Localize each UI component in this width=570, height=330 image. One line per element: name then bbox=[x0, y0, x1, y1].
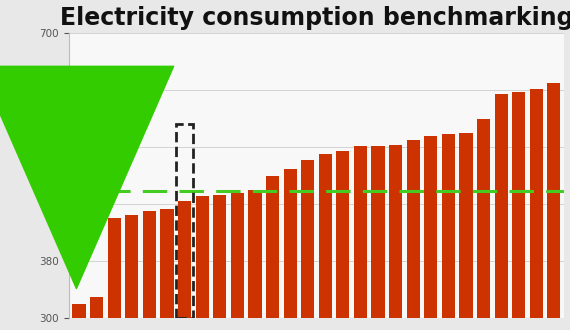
Bar bbox=[301, 160, 314, 330]
Bar bbox=[530, 89, 543, 330]
Bar bbox=[354, 147, 367, 330]
Bar bbox=[547, 83, 560, 330]
Bar bbox=[389, 145, 402, 330]
Bar bbox=[477, 118, 490, 330]
Bar bbox=[336, 151, 349, 330]
Title: Electricity consumption benchmarking: Electricity consumption benchmarking bbox=[60, 6, 570, 30]
Bar bbox=[406, 140, 420, 330]
Bar bbox=[196, 196, 209, 330]
Bar bbox=[372, 146, 385, 330]
Bar bbox=[512, 92, 526, 330]
Bar bbox=[213, 195, 226, 330]
Bar bbox=[125, 215, 139, 330]
Bar bbox=[459, 133, 473, 330]
Bar bbox=[249, 190, 262, 330]
Bar bbox=[143, 211, 156, 330]
Bar bbox=[266, 176, 279, 330]
Bar bbox=[108, 218, 121, 330]
Bar bbox=[176, 124, 193, 318]
Bar bbox=[90, 297, 103, 330]
Bar bbox=[319, 154, 332, 330]
Bar bbox=[231, 193, 244, 330]
Bar bbox=[495, 94, 508, 330]
Bar bbox=[283, 169, 297, 330]
Bar bbox=[424, 136, 437, 330]
Bar bbox=[442, 134, 455, 330]
Bar bbox=[178, 201, 191, 330]
Bar bbox=[160, 209, 174, 330]
Bar bbox=[72, 304, 86, 330]
